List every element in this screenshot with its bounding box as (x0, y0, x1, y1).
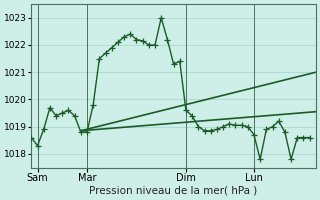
X-axis label: Pression niveau de la mer( hPa ): Pression niveau de la mer( hPa ) (90, 186, 258, 196)
